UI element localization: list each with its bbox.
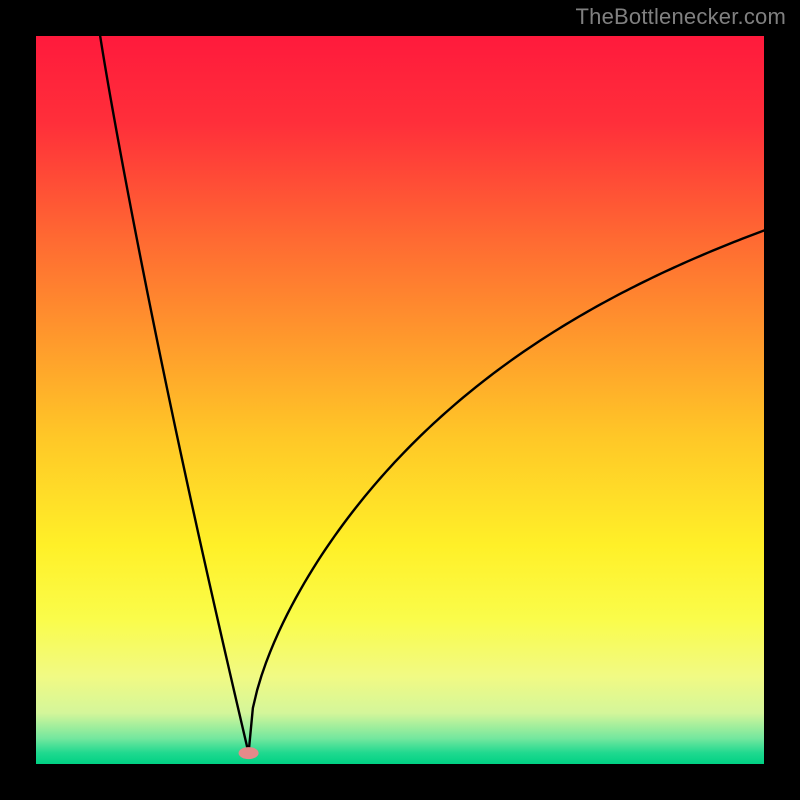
chart-background: [36, 36, 764, 764]
optimum-marker: [239, 747, 259, 759]
watermark-label: TheBottlenecker.com: [576, 4, 786, 30]
bottleneck-chart: [0, 0, 800, 800]
